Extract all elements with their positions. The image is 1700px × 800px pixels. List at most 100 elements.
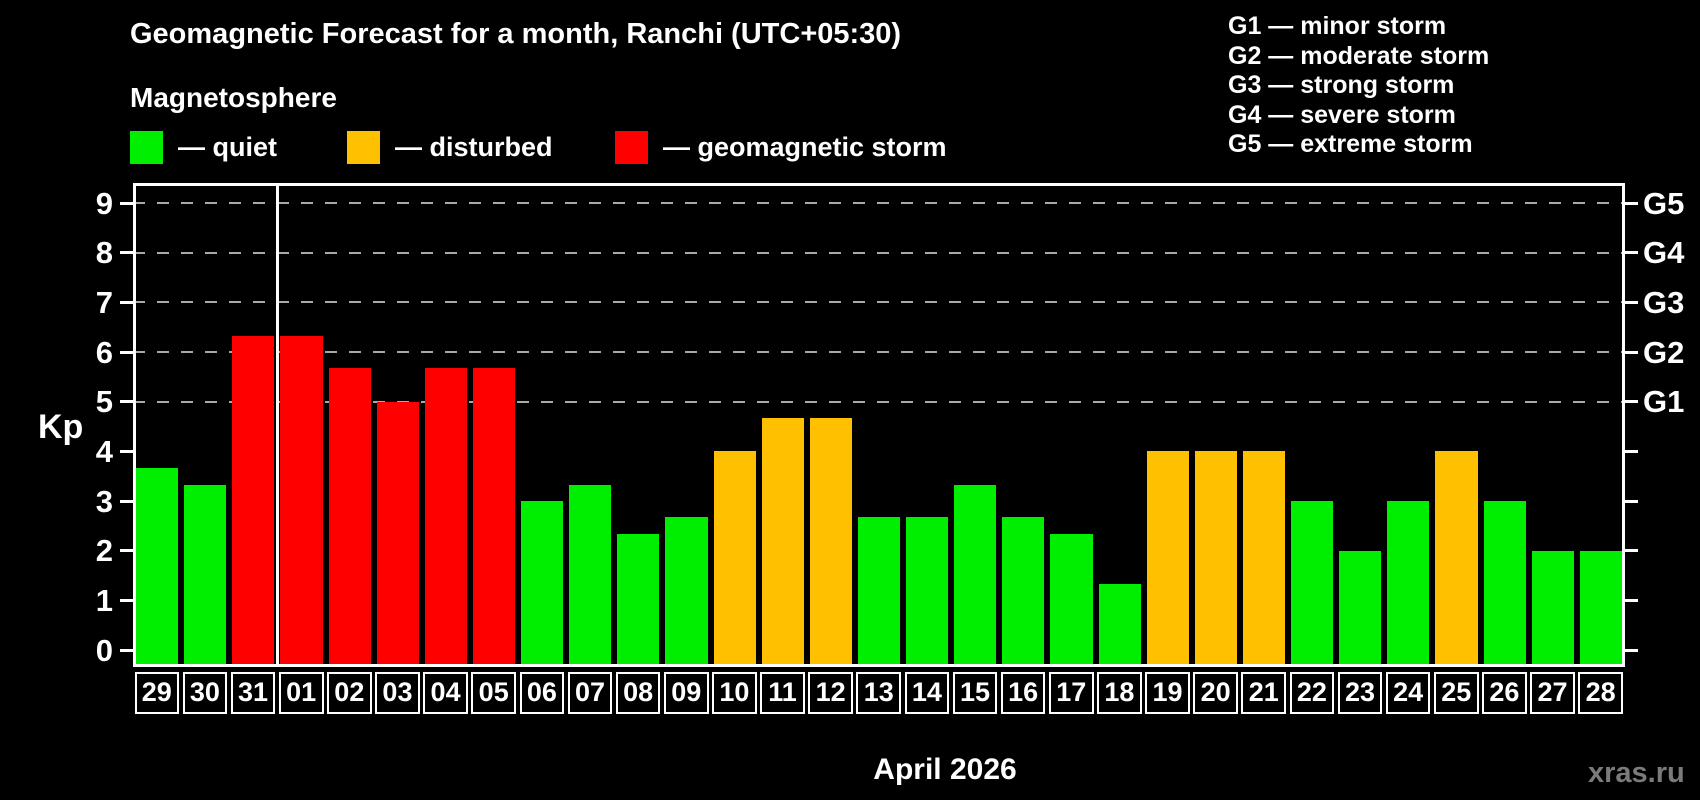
left-axis-tick-6 [120, 350, 133, 354]
date-box-25: 25 [1433, 672, 1479, 714]
date-box-17: 17 [1048, 672, 1094, 714]
right-axis-tick-1 [1625, 598, 1638, 602]
kp-bar-chart-plot-area [133, 183, 1625, 667]
kp-bar-25 [1435, 451, 1478, 667]
kp-bar-19 [1146, 451, 1189, 667]
right-axis-tick-6 [1625, 350, 1638, 354]
date-box-15: 15 [952, 672, 998, 714]
kp-bar-28 [1579, 550, 1622, 667]
g-legend-line-g4: G4 — severe storm [1228, 100, 1456, 129]
date-box-31: 31 [230, 672, 276, 714]
legend-item-quiet: — quiet [130, 131, 277, 164]
legend-item-storm: — geomagnetic storm [615, 131, 947, 164]
kp-bar-06 [521, 501, 564, 667]
date-box-30: 30 [182, 672, 228, 714]
kp-bar-20 [1194, 451, 1237, 667]
left-axis-tick-4 [120, 449, 133, 453]
y-tick-label-9: 9 [95, 185, 113, 221]
legend-label-quiet: — quiet [178, 132, 277, 162]
date-box-10: 10 [712, 672, 757, 714]
y-tick-label-7: 7 [95, 284, 113, 320]
kp-bar-08 [617, 534, 660, 667]
y-tick-label-1: 1 [95, 582, 113, 618]
subtitle-magnetosphere: Magnetosphere [130, 82, 337, 113]
kp-bar-29 [136, 467, 179, 667]
xras-watermark: xras.ru [1588, 757, 1685, 789]
y-axis-label-kp: Kp [38, 408, 84, 446]
date-box-08: 08 [615, 672, 661, 714]
left-axis-tick-3 [120, 499, 133, 503]
plot-border-left [133, 183, 136, 667]
left-axis-tick-8 [120, 251, 133, 255]
date-box-13: 13 [856, 672, 902, 714]
legend-label-storm: — geomagnetic storm [663, 132, 947, 162]
kp-bar-15 [954, 484, 997, 667]
date-box-12: 12 [808, 672, 853, 714]
right-axis-tick-7 [1625, 300, 1638, 304]
plot-border-bottom [133, 664, 1625, 667]
date-box-11: 11 [760, 672, 805, 714]
right-axis-tick-3 [1625, 499, 1638, 503]
date-box-29: 29 [134, 672, 180, 714]
right-axis-tick-2 [1625, 549, 1638, 553]
kp-bar-10 [713, 451, 756, 667]
date-box-04: 04 [423, 672, 468, 714]
y-tick-label-4: 4 [95, 433, 113, 469]
right-axis-tick-5 [1625, 400, 1638, 404]
kp-bar-27 [1531, 550, 1574, 667]
gridline-kp8 [133, 251, 1625, 254]
date-box-18: 18 [1097, 672, 1142, 714]
left-axis-tick-0 [120, 648, 133, 652]
disturbed-color-swatch [347, 131, 380, 164]
kp-bar-01 [280, 335, 323, 667]
date-box-05: 05 [471, 672, 517, 714]
storm-color-swatch [615, 131, 648, 164]
left-axis-tick-9 [120, 201, 133, 205]
g-legend-line-g3: G3 — strong storm [1228, 71, 1455, 100]
y-tick-label-3: 3 [95, 483, 113, 519]
date-box-28: 28 [1578, 672, 1623, 714]
kp-bar-07 [569, 484, 612, 667]
date-box-01: 01 [278, 672, 324, 714]
date-box-16: 16 [1000, 672, 1046, 714]
kp-bar-11 [761, 418, 804, 667]
y-tick-label-2: 2 [95, 533, 113, 569]
date-box-20: 20 [1193, 672, 1238, 714]
page-title: Geomagnetic Forecast for a month, Ranchi… [130, 18, 902, 50]
kp-bar-18 [1098, 583, 1141, 667]
gridline-kp9 [133, 202, 1625, 205]
legend-item-disturbed: — disturbed [347, 131, 553, 164]
kp-bar-12 [809, 418, 852, 667]
date-box-02: 02 [327, 672, 372, 714]
gridline-kp5 [133, 400, 1625, 403]
month-boundary-line [275, 183, 279, 667]
right-axis-tick-0 [1625, 648, 1638, 652]
kp-bar-21 [1242, 451, 1286, 667]
right-axis-tick-8 [1625, 251, 1638, 255]
kp-bar-03 [376, 401, 419, 667]
left-axis-tick-7 [120, 300, 133, 304]
right-axis-tick-4 [1625, 449, 1638, 453]
date-box-09: 09 [663, 672, 709, 714]
plot-border-top [133, 183, 1625, 186]
kp-bar-26 [1483, 501, 1526, 667]
kp-bar-24 [1387, 501, 1430, 667]
g-scale-tick-label-g5: G5 [1643, 185, 1685, 221]
gridline-kp7 [133, 301, 1625, 304]
kp-bar-13 [857, 517, 901, 667]
kp-bar-16 [1002, 517, 1045, 667]
kp-bar-05 [472, 368, 516, 667]
kp-bar-31 [232, 335, 275, 667]
g-legend-line-g5: G5 — extreme storm [1228, 130, 1473, 159]
date-box-22: 22 [1289, 672, 1335, 714]
kp-bar-09 [665, 517, 708, 667]
kp-bar-14 [906, 517, 949, 667]
quiet-color-swatch [130, 131, 163, 164]
date-box-03: 03 [375, 672, 420, 714]
plot-border-right [1622, 183, 1625, 667]
g-legend-line-g1: G1 — minor storm [1228, 12, 1447, 40]
y-tick-label-8: 8 [95, 235, 113, 271]
kp-bar-30 [184, 484, 227, 667]
kp-bar-22 [1291, 501, 1334, 667]
